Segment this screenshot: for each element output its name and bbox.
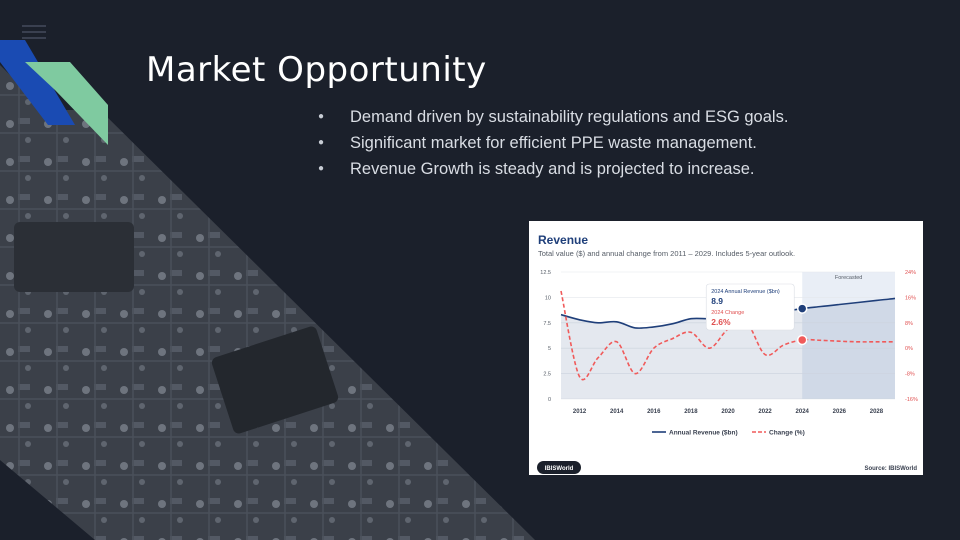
chart-subtitle: Total value ($) and annual change from 2… [538, 249, 795, 258]
x-tick-label: 2022 [758, 409, 772, 415]
y-left-tick-label: 5 [548, 346, 551, 352]
tooltip-change-value: 2.6% [711, 317, 731, 327]
legend-change-label: Change (%) [769, 430, 805, 437]
bullet-item: Significant market for efficient PPE was… [318, 130, 788, 156]
forecast-label: Forecasted [835, 275, 863, 281]
x-tick-label: 2026 [833, 409, 847, 415]
revenue-chart: Revenue Total value ($) and annual change… [537, 233, 918, 474]
green-accent-stripe [25, 62, 108, 145]
x-tick-label: 2016 [647, 409, 661, 415]
y-right-tick-label: 16% [905, 295, 916, 301]
revenue-area [561, 298, 895, 399]
y-right-tick-label: 0% [905, 346, 913, 352]
x-tick-label: 2024 [796, 409, 810, 415]
x-tick-label: 2018 [684, 409, 698, 415]
revenue-chart-card: Revenue Total value ($) and annual change… [529, 221, 923, 475]
x-tick-label: 2014 [610, 409, 624, 415]
y-left-tick-label: 12.5 [540, 270, 551, 276]
x-tick-label: 2012 [573, 409, 587, 415]
menu-icon[interactable] [22, 25, 46, 39]
chart-source: Source: IBISWorld [864, 466, 917, 472]
tooltip-revenue-label: 2024 Annual Revenue ($bn) [711, 289, 780, 295]
y-left-tick-label: 10 [545, 295, 551, 301]
bullet-list: Demand driven by sustainability regulati… [318, 104, 788, 182]
y-left-tick-label: 0 [548, 397, 551, 403]
tooltip-revenue-value: 8.9 [711, 296, 723, 306]
tooltip-change-label: 2024 Change [711, 310, 744, 316]
x-tick-label: 2020 [721, 409, 735, 415]
y-right-tick-label: 24% [905, 270, 916, 276]
tooltip-box [705, 283, 795, 331]
legend-revenue-label: Annual Revenue ($bn) [669, 430, 738, 437]
y-right-tick-label: -16% [905, 397, 918, 403]
revenue-marker [796, 303, 808, 314]
slide-title: Market Opportunity [146, 50, 487, 90]
blue-accent-stripe [0, 40, 75, 125]
circuit-board-photo [0, 65, 535, 540]
ibisworld-logo-text: IBISWorld [545, 466, 574, 472]
bullet-item: Demand driven by sustainability regulati… [318, 104, 788, 130]
y-right-tick-label: 8% [905, 321, 913, 327]
change-marker [796, 334, 808, 346]
y-right-tick-label: -8% [905, 372, 915, 378]
y-left-tick-label: 7.5 [543, 321, 551, 327]
ibisworld-logo [537, 461, 581, 474]
chart-title: Revenue [538, 233, 588, 247]
capacitor [211, 326, 339, 434]
y-left-tick-label: 2.5 [543, 372, 551, 378]
x-tick-label: 2028 [870, 409, 884, 415]
bullet-item: Revenue Growth is steady and is projecte… [318, 156, 788, 182]
terminal-block [14, 222, 134, 292]
forecast-region [802, 272, 895, 399]
